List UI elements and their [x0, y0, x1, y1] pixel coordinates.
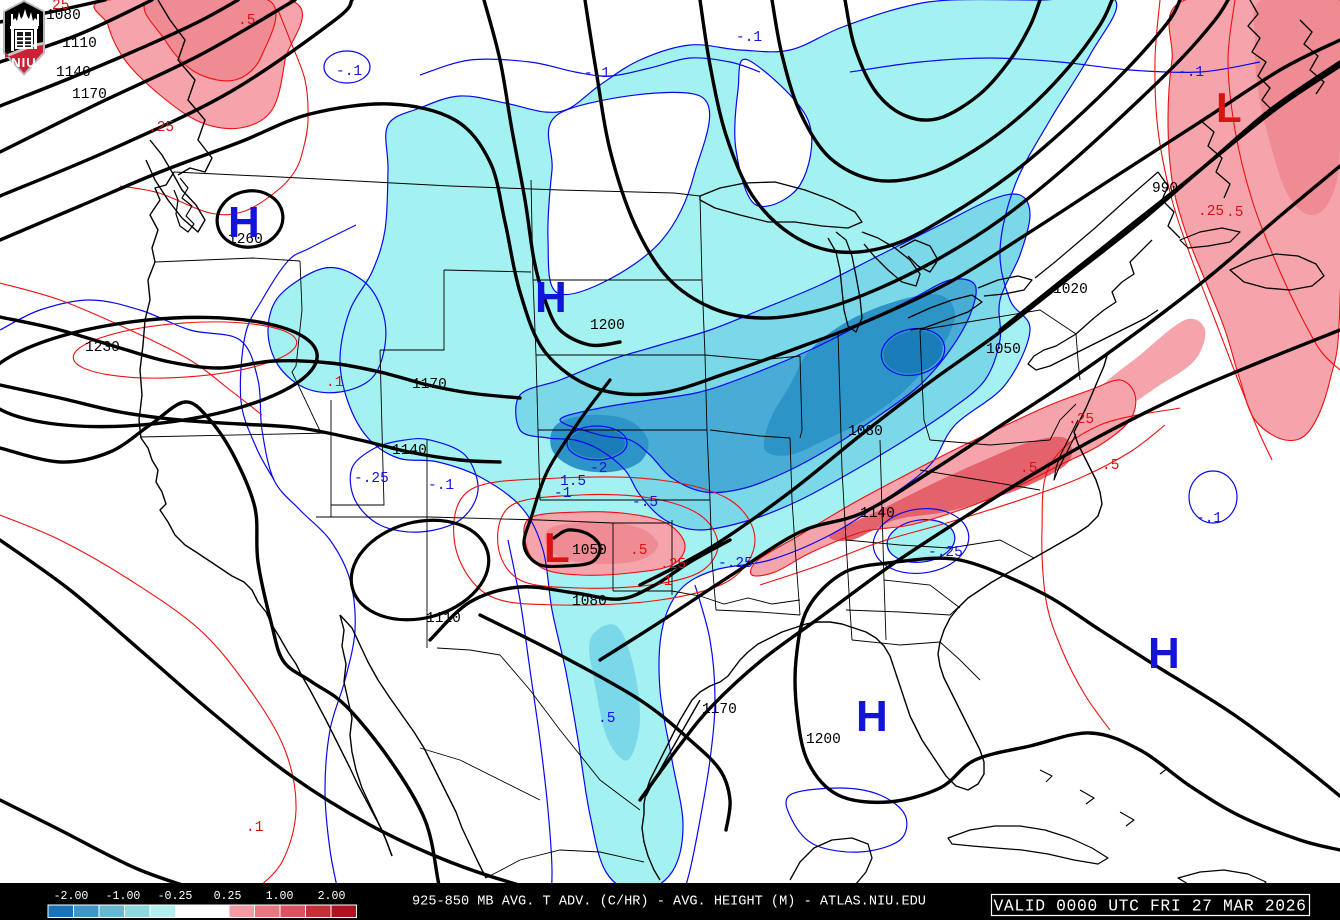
svg-text:NIU: NIU	[11, 55, 36, 70]
svg-text:.5: .5	[1226, 205, 1243, 221]
svg-text:2.00: 2.00	[318, 890, 346, 903]
svg-text:990: 990	[1152, 181, 1178, 197]
svg-text:1140: 1140	[56, 65, 91, 81]
svg-text:.25: .25	[660, 557, 686, 573]
svg-text:1140: 1140	[860, 506, 895, 522]
svg-text:-2.00: -2.00	[54, 890, 89, 903]
svg-text:-.25: -.25	[718, 556, 753, 572]
svg-text:L: L	[544, 524, 570, 571]
svg-text:H: H	[228, 198, 260, 247]
svg-text:-.1: -.1	[428, 478, 454, 494]
svg-text:.5: .5	[598, 711, 615, 727]
svg-text:.1: .1	[326, 375, 343, 391]
svg-text:-.25: -.25	[928, 545, 963, 561]
svg-text:-1: -1	[554, 486, 571, 502]
svg-text:.1: .1	[246, 820, 263, 836]
svg-text:-0.25: -0.25	[158, 890, 193, 903]
svg-text:VALID 0000 UTC FRI 27 MAR 2026: VALID 0000 UTC FRI 27 MAR 2026	[993, 897, 1306, 916]
svg-text:-.1: -.1	[336, 64, 362, 80]
svg-text:1170: 1170	[702, 702, 737, 718]
svg-text:.25: .25	[1198, 204, 1224, 220]
svg-text:-.1: -.1	[584, 66, 610, 82]
svg-text:-.1: -.1	[1196, 511, 1222, 527]
svg-text:1110: 1110	[426, 611, 461, 627]
svg-text:H: H	[535, 273, 567, 322]
svg-text:1140: 1140	[392, 443, 427, 459]
svg-text:1.5: 1.5	[560, 474, 586, 490]
svg-text:1110: 1110	[62, 36, 97, 52]
svg-text:1200: 1200	[590, 318, 625, 334]
svg-text:.5: .5	[1102, 458, 1119, 474]
svg-text:1200: 1200	[806, 732, 841, 748]
svg-text:-.1: -.1	[736, 30, 762, 46]
svg-text:-.1: -.1	[1178, 65, 1204, 81]
svg-text:-.25: -.25	[354, 471, 389, 487]
svg-text:1080: 1080	[46, 8, 81, 24]
svg-text:1050: 1050	[572, 543, 607, 559]
svg-text:1080: 1080	[572, 594, 607, 610]
svg-text:925-850 MB AVG. T ADV. (C/HR): 925-850 MB AVG. T ADV. (C/HR) - AVG. HEI…	[412, 895, 926, 910]
svg-text:.25: .25	[148, 120, 174, 136]
svg-text:25: 25	[52, 0, 69, 14]
svg-text:1230: 1230	[85, 340, 120, 356]
svg-text:H: H	[1148, 629, 1180, 678]
svg-text:1020: 1020	[1053, 282, 1088, 298]
svg-text:H: H	[856, 692, 888, 741]
svg-text:.25: .25	[1068, 412, 1094, 428]
svg-text:1.00: 1.00	[266, 890, 294, 903]
svg-text:L: L	[1216, 84, 1242, 131]
svg-text:-.5: -.5	[632, 495, 658, 511]
svg-text:1050: 1050	[986, 342, 1021, 358]
svg-text:.5: .5	[238, 13, 255, 29]
svg-text:.1: .1	[655, 574, 672, 590]
svg-text:-1.00: -1.00	[106, 890, 141, 903]
svg-text:1170: 1170	[412, 377, 447, 393]
svg-text:1080: 1080	[848, 424, 883, 440]
svg-text:0.25: 0.25	[214, 890, 242, 903]
svg-text:-2: -2	[590, 461, 607, 477]
svg-text:.5: .5	[630, 543, 647, 559]
svg-text:1170: 1170	[72, 87, 107, 103]
svg-text:1260: 1260	[228, 232, 263, 248]
svg-text:.5: .5	[1020, 461, 1037, 477]
